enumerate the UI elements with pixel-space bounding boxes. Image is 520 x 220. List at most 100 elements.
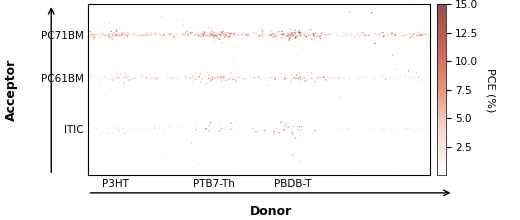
Point: [289, 77, 297, 80]
Point: [279, 30, 287, 33]
Point: [232, 74, 240, 78]
Point: [414, 113, 422, 116]
Point: [92, 33, 100, 37]
Point: [370, 76, 379, 79]
Point: [102, 165, 111, 169]
Point: [241, 95, 249, 98]
Point: [183, 54, 191, 58]
Point: [90, 75, 98, 79]
Point: [230, 31, 239, 35]
Point: [93, 32, 101, 36]
Point: [203, 74, 212, 78]
Point: [362, 33, 370, 37]
Point: [295, 29, 303, 33]
Point: [90, 38, 98, 41]
Point: [242, 76, 251, 80]
Point: [87, 32, 96, 36]
Point: [227, 77, 235, 80]
Point: [403, 127, 411, 130]
Point: [199, 33, 207, 37]
Point: [291, 29, 299, 32]
Point: [222, 33, 230, 37]
Point: [282, 161, 291, 164]
Point: [291, 57, 299, 60]
Point: [306, 34, 314, 37]
Point: [97, 83, 105, 87]
Point: [318, 76, 326, 80]
Point: [245, 35, 254, 38]
Point: [194, 33, 203, 37]
Point: [206, 32, 215, 35]
Point: [111, 34, 119, 37]
Point: [211, 121, 219, 124]
Point: [195, 162, 203, 165]
Point: [284, 38, 293, 42]
Point: [308, 74, 316, 77]
Point: [176, 77, 185, 80]
Point: [191, 34, 200, 38]
Point: [289, 34, 297, 38]
Point: [401, 126, 410, 130]
Point: [401, 36, 410, 40]
Point: [309, 33, 317, 36]
Point: [329, 44, 337, 48]
Point: [245, 126, 253, 130]
Point: [206, 33, 215, 37]
Point: [96, 32, 105, 35]
Point: [172, 77, 180, 80]
Point: [208, 78, 216, 81]
Point: [259, 31, 268, 35]
Point: [333, 128, 342, 132]
Point: [292, 78, 300, 82]
Point: [214, 34, 222, 37]
Point: [181, 75, 189, 79]
Point: [254, 66, 262, 70]
Point: [211, 76, 219, 80]
Point: [109, 31, 118, 34]
Point: [138, 33, 147, 37]
Point: [139, 34, 148, 37]
Point: [279, 33, 287, 36]
Point: [91, 77, 99, 80]
Point: [336, 76, 344, 80]
Point: [92, 75, 100, 78]
Point: [339, 35, 347, 38]
Point: [287, 37, 295, 40]
Point: [115, 33, 124, 36]
Point: [94, 34, 102, 38]
Point: [182, 138, 190, 142]
Point: [147, 32, 155, 36]
Point: [175, 129, 184, 132]
Point: [216, 35, 225, 38]
Point: [198, 75, 206, 79]
Point: [124, 76, 132, 80]
Point: [127, 78, 135, 81]
Point: [399, 34, 407, 38]
Point: [405, 33, 413, 36]
Point: [187, 141, 196, 145]
Point: [230, 33, 238, 37]
Point: [104, 127, 112, 130]
Point: [350, 127, 359, 131]
Point: [241, 21, 249, 25]
Point: [114, 31, 123, 34]
Point: [85, 34, 94, 38]
Point: [223, 35, 231, 39]
Point: [230, 32, 238, 35]
Point: [86, 165, 94, 169]
Point: [149, 7, 158, 10]
Point: [292, 41, 300, 44]
Point: [199, 32, 207, 35]
Point: [274, 34, 282, 38]
Point: [232, 76, 240, 80]
Point: [183, 76, 191, 80]
Point: [421, 33, 430, 36]
Point: [295, 34, 303, 37]
Point: [360, 33, 368, 37]
Point: [131, 33, 139, 36]
Point: [409, 35, 417, 38]
Point: [215, 129, 224, 132]
Point: [388, 77, 396, 80]
Point: [277, 32, 285, 36]
Point: [384, 76, 392, 80]
